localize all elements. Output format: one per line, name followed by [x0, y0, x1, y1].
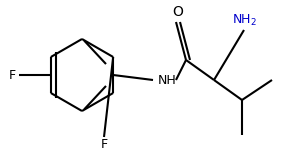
Text: NH: NH	[158, 73, 177, 87]
Text: F: F	[100, 138, 108, 150]
Text: F: F	[8, 69, 16, 81]
Text: O: O	[173, 5, 184, 19]
Text: NH$_2$: NH$_2$	[231, 13, 256, 28]
